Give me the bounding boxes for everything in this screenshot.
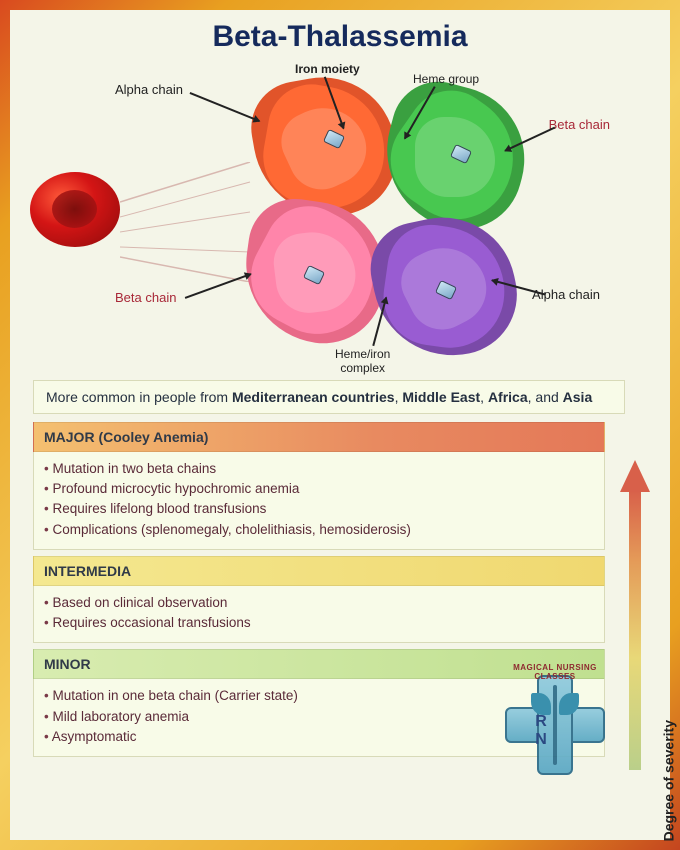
label-alpha-chain-top: Alpha chain xyxy=(115,82,183,97)
prevalence-info: More common in people from Mediterranean… xyxy=(33,380,625,414)
bullet-item: Based on clinical observation xyxy=(44,594,594,612)
page-title: Beta-Thalassemia xyxy=(25,20,655,54)
label-beta-chain-right: Beta chain xyxy=(549,117,610,132)
severity-axis-label: Degree of severity xyxy=(660,720,676,841)
bullet-item: Mutation in two beta chains xyxy=(44,460,594,478)
logo-letters: R N xyxy=(495,713,615,749)
infographic-page: Beta-Thalassemia Alpha chain I xyxy=(10,10,670,840)
hemoglobin-diagram: Alpha chain Iron moiety Heme group Beta … xyxy=(25,62,655,372)
logo-arc-text: MAGICAL NURSING CLASSES xyxy=(495,663,615,681)
section-header-major: MAJOR (Cooley Anemia) xyxy=(33,422,605,452)
bullet-item: Profound microcytic hypochromic anemia xyxy=(44,480,594,498)
bullet-item: Requires lifelong blood transfusions xyxy=(44,500,594,518)
section-major: MAJOR (Cooley Anemia)Mutation in two bet… xyxy=(33,422,605,550)
hemoglobin-molecule xyxy=(245,77,525,357)
severity-arrow-icon xyxy=(620,460,650,770)
bullet-item: Complications (splenomegaly, cholelithia… xyxy=(44,521,594,539)
label-heme-group: Heme group xyxy=(413,72,479,86)
bullet-item: Requires occasional transfusions xyxy=(44,614,594,632)
section-header-intermedia: INTERMEDIA xyxy=(33,556,605,586)
label-iron-moiety: Iron moiety xyxy=(295,62,360,76)
watermark-logo: MAGICAL NURSING CLASSES R N xyxy=(495,665,615,785)
section-intermedia: INTERMEDIA Based on clinical observation R… xyxy=(33,556,605,643)
section-body-major: Mutation in two beta chains Profound micr… xyxy=(33,452,605,550)
label-beta-chain-left: Beta chain xyxy=(115,290,176,305)
red-blood-cell-icon xyxy=(30,172,120,247)
pointer-line xyxy=(185,273,251,298)
label-heme-iron-complex: Heme/iron complex xyxy=(335,347,390,375)
section-body-intermedia: Based on clinical observation Requires oc… xyxy=(33,586,605,643)
